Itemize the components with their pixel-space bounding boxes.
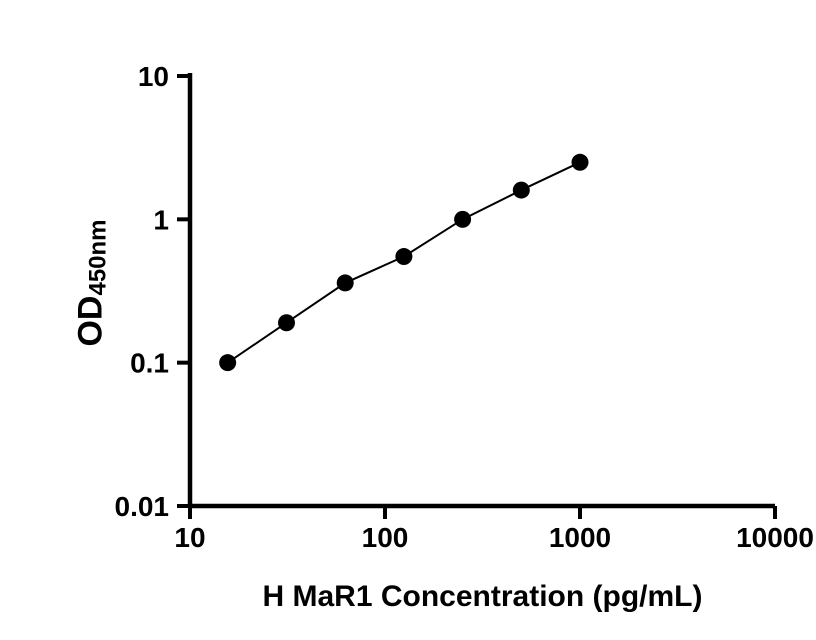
- y-axis-title-main: OD: [71, 295, 110, 347]
- x-axis-tick-label: 1000: [549, 522, 611, 553]
- y-axis-tick-label: 1: [153, 204, 169, 235]
- data-point-marker: [571, 153, 589, 171]
- x-axis-tick-label: 100: [362, 522, 409, 553]
- x-axis-tick-label: 10000: [736, 522, 814, 553]
- y-axis-tick-label: 10: [138, 61, 169, 92]
- y-axis-title: OD450nm: [71, 219, 112, 346]
- data-point-marker: [454, 210, 472, 228]
- y-axis-tick-label: 0.1: [130, 348, 169, 379]
- x-axis-tick-label: 10: [174, 522, 205, 553]
- data-point-marker: [277, 314, 295, 332]
- plot-svg: 10 100 1000 10000 0.01 0.1 1 10: [115, 61, 814, 553]
- data-point-marker: [512, 181, 530, 199]
- data-point-marker: [395, 248, 413, 266]
- axis-spines: [187, 73, 775, 509]
- elisa-standard-curve-figure: 10 100 1000 10000 0.01 0.1 1 10 OD450nm H MaR1 …: [40, 16, 816, 640]
- data-point-marker: [219, 354, 237, 372]
- x-axis-title: H MaR1 Concentration (pg/mL): [262, 580, 703, 613]
- data-point-marker: [336, 274, 354, 292]
- y-axis-title-sub: 450nm: [84, 219, 112, 296]
- y-axis-tick-label: 0.01: [115, 491, 170, 522]
